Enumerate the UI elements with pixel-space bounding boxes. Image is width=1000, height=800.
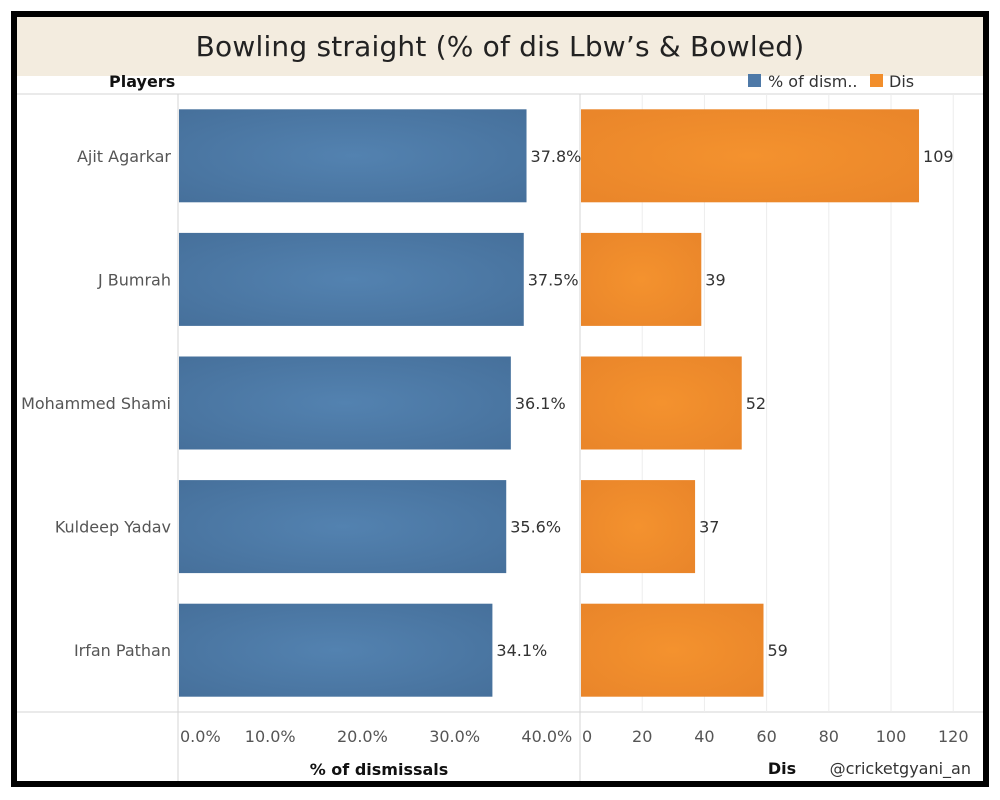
- value-label-dis: 52: [746, 394, 766, 413]
- row-header: Players: [109, 72, 175, 91]
- tick-label: 0: [582, 727, 592, 746]
- bar-pct: [179, 480, 507, 574]
- value-label-pct: 36.1%: [515, 394, 566, 413]
- bar-pct: [179, 356, 511, 450]
- legend-label-pct: % of dism..: [768, 72, 858, 91]
- bar-pct: [179, 603, 493, 697]
- legend-swatch-pct: [748, 74, 761, 87]
- bar-pct: [179, 232, 524, 326]
- value-label-pct: 37.8%: [531, 147, 582, 166]
- bar-dis: [581, 480, 696, 574]
- category-label: Irfan Pathan: [74, 641, 171, 660]
- value-label-dis: 39: [705, 270, 725, 289]
- category-label: Mohammed Shami: [21, 394, 171, 413]
- value-label-pct: 34.1%: [496, 641, 547, 660]
- value-label-dis: 37: [699, 518, 719, 537]
- bar-dis: [581, 232, 702, 326]
- x-axis-title-dis: Dis: [768, 759, 796, 778]
- legend-label-dis: Dis: [889, 72, 914, 91]
- tick-label: 20.0%: [337, 727, 388, 746]
- bar-dis: [581, 356, 742, 450]
- bar-pct: [179, 109, 527, 203]
- tick-label: 40.0%: [521, 727, 572, 746]
- title-band: Bowling straight (% of dis Lbw’s & Bowle…: [17, 17, 983, 76]
- value-label-dis: 59: [768, 641, 788, 660]
- category-label: J Bumrah: [97, 270, 171, 289]
- bar-dis: [581, 109, 920, 203]
- tick-label: 80: [819, 727, 839, 746]
- category-label: Kuldeep Yadav: [55, 518, 171, 537]
- tick-label: 100: [876, 727, 907, 746]
- tick-label: 40: [694, 727, 714, 746]
- tick-label: 120: [938, 727, 969, 746]
- value-label-pct: 37.5%: [528, 270, 579, 289]
- value-label-dis: 109: [923, 147, 954, 166]
- legend-swatch-dis: [870, 74, 883, 87]
- bar-dis: [581, 603, 764, 697]
- chart-frame: Bowling straight (% of dis Lbw’s & Bowle…: [11, 11, 989, 787]
- watermark: @cricketgyani_an: [830, 759, 971, 779]
- tick-label: 30.0%: [429, 727, 480, 746]
- tick-label: 20: [632, 727, 652, 746]
- tick-label: 60: [756, 727, 776, 746]
- tick-label: 0.0%: [180, 727, 221, 746]
- tick-label: 10.0%: [245, 727, 296, 746]
- x-axis-title-pct: % of dismissals: [310, 760, 449, 779]
- chart-title: Bowling straight (% of dis Lbw’s & Bowle…: [195, 30, 805, 63]
- chart-svg: Players % of dism.. Dis Ajit Agarkar J Bumra…: [17, 72, 983, 781]
- category-label: Ajit Agarkar: [77, 147, 171, 166]
- value-label-pct: 35.6%: [510, 518, 561, 537]
